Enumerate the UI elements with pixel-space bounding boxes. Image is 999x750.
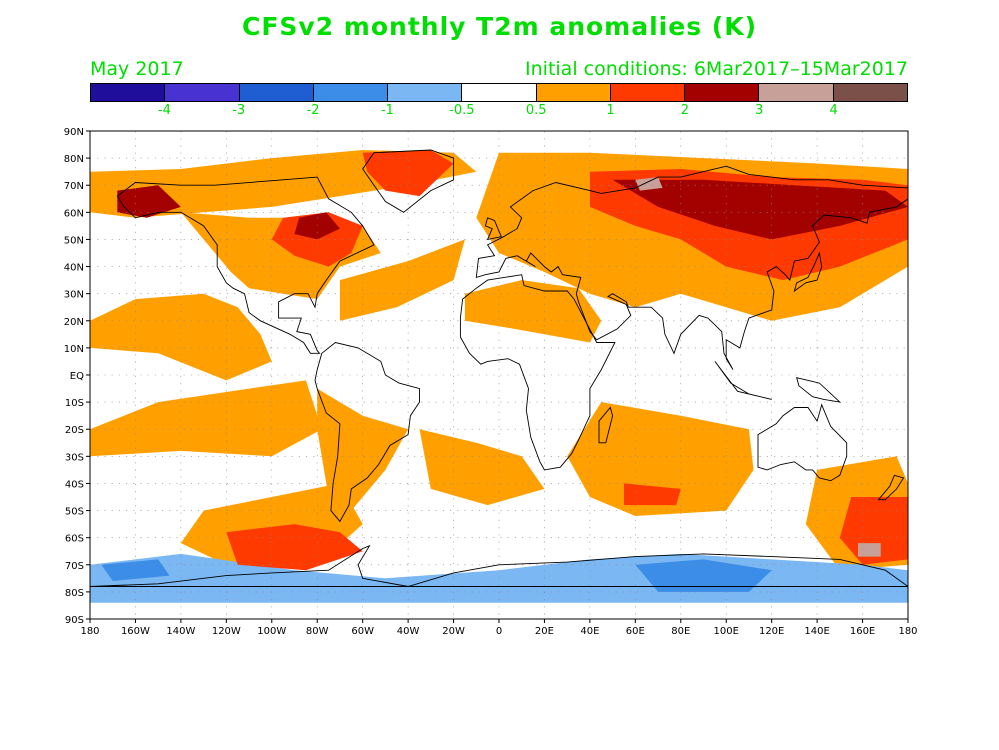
anomaly-region-south-america-warm (317, 388, 409, 511)
anomaly-region-nz-strong (839, 497, 908, 565)
lat-label: 30S (65, 452, 84, 463)
lat-label: 70N (64, 181, 84, 192)
forecast-month: May 2017 (90, 58, 184, 80)
anomaly-region-siberia-very-strong (612, 179, 908, 240)
lat-label: 10N (64, 344, 84, 355)
coastline-australia (757, 403, 848, 482)
lon-label: 20W (442, 626, 465, 637)
coastline-uk (484, 217, 502, 241)
legend-tick-label: 2 (680, 103, 690, 118)
legend-swatch (833, 84, 907, 101)
anomaly-region-nz-extreme (858, 543, 881, 557)
lon-label: 180 (80, 626, 99, 637)
anomaly-region-south-atlantic-warm (419, 429, 545, 506)
coastline-africa (459, 274, 616, 471)
lon-label: 100E (714, 626, 739, 637)
lon-label: 40W (397, 626, 420, 637)
anomaly-region-greenland-warm (362, 150, 454, 197)
coastline-nz (877, 474, 905, 501)
lon-label: 140E (804, 626, 829, 637)
lon-label: 80W (306, 626, 329, 637)
legend-tick-label: -2 (306, 103, 320, 118)
lon-label: 80E (671, 626, 690, 637)
lon-label: 60W (351, 626, 374, 637)
lon-label: 40E (580, 626, 599, 637)
color-legend-bar (90, 83, 908, 102)
lat-label: 80S (65, 588, 84, 599)
coastline-south-america (314, 342, 420, 523)
coastline-new-guinea (796, 377, 842, 403)
legend-tick-label: 0.5 (525, 103, 547, 118)
color-legend-labels: -4 -3 -2 -1 -0.5 0.5 1 2 3 4 (90, 103, 908, 123)
anomaly-region-antarctic-cooler (635, 559, 772, 592)
lon-label: 180 (898, 626, 917, 637)
lon-label: 60E (626, 626, 645, 637)
lon-label: 20E (535, 626, 554, 637)
lat-label: 60S (65, 534, 84, 545)
lat-label: 90S (65, 615, 84, 626)
anomaly-region-siberia-extreme (635, 177, 663, 191)
legend-swatch (239, 84, 314, 101)
anomaly-region-southern-ocean-strong (226, 524, 363, 571)
anomaly-region-north-africa-warm (464, 280, 602, 343)
chart-title: CFSv2 monthly T2m anomalies (K) (241, 12, 758, 41)
anomaly-region-indian-ocean-warm (567, 402, 754, 516)
legend-tick-label: -4 (157, 103, 171, 118)
anomaly-region-pacific-subtropical-warm (90, 293, 272, 381)
lon-label: 100W (257, 626, 286, 637)
lat-label: EQ (70, 371, 84, 382)
lon-label: 0 (496, 626, 502, 637)
anomaly-region-indian-south-strong (624, 483, 681, 506)
coastline-eurasia (475, 165, 908, 370)
lat-label: 40N (64, 263, 84, 274)
initial-conditions: Initial conditions: 6Mar2017–15Mar2017 (525, 58, 908, 80)
legend-swatch (536, 84, 611, 101)
lat-label: 60N (64, 208, 84, 219)
anomaly-region-pacific-south-warm (90, 380, 322, 457)
coastline-north-america (116, 176, 375, 354)
lat-label: 80N (64, 154, 84, 165)
legend-swatch (313, 84, 389, 101)
lon-label: 120E (759, 626, 784, 637)
anomaly-region-hudson-strong (294, 212, 340, 240)
lat-label: 40S (65, 479, 84, 490)
lon-label: 160E (850, 626, 875, 637)
lon-label: 120W (212, 626, 241, 637)
legend-swatch (610, 84, 686, 101)
coastline-antarctica (90, 544, 908, 587)
legend-tick-label: 3 (755, 103, 764, 118)
legend-tick-label: -0.5 (449, 103, 475, 118)
lat-label: 30N (64, 290, 84, 301)
legend-tick-label: -3 (232, 103, 246, 118)
legend-tick-label: -1 (380, 103, 394, 118)
legend-swatch (759, 84, 834, 101)
legend-tick-label: 1 (606, 103, 615, 118)
anomaly-region-north-atlantic-warm (339, 239, 465, 321)
lat-label: 20S (65, 425, 84, 436)
legend-swatch (388, 84, 463, 101)
coastline-japan (793, 251, 823, 293)
coastline-indonesia (714, 361, 772, 400)
lat-label: 20N (64, 317, 84, 328)
legend-swatch (165, 84, 240, 101)
legend-tick-label: 4 (829, 103, 838, 118)
coastline-greenland (362, 149, 455, 213)
anomaly-region-alaska-strong (117, 185, 181, 218)
lon-label: 140W (166, 626, 195, 637)
lon-label: 160W (121, 626, 150, 637)
lat-label: 90N (64, 127, 84, 138)
legend-swatch (462, 84, 537, 101)
legend-swatch (685, 84, 760, 101)
legend-swatch (91, 84, 166, 101)
coastline-madagascar (598, 406, 614, 444)
lat-label: 70S (65, 561, 84, 572)
lat-label: 10S (65, 398, 84, 409)
lat-label: 50S (65, 507, 84, 518)
lat-label: 50N (64, 235, 84, 246)
